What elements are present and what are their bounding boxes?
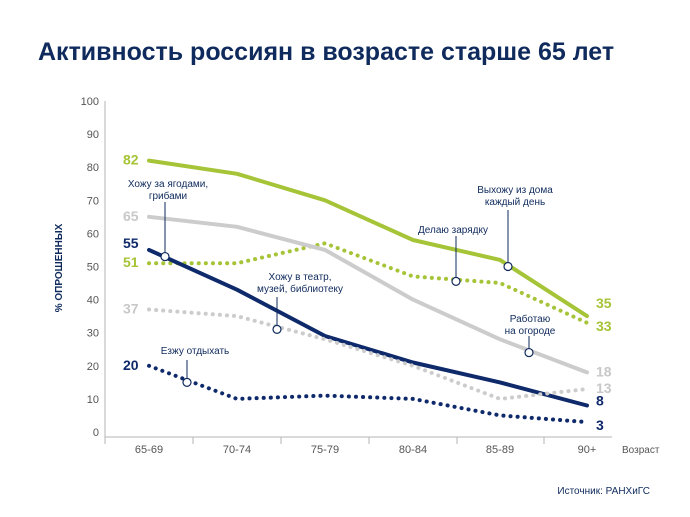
series-end-label: 33	[596, 318, 612, 334]
y-tick-label: 10	[87, 394, 99, 406]
annotation-label: Выхожу из дома каждый день	[477, 185, 553, 208]
page-title: Активность россиян в возрасте старше 65 …	[38, 38, 615, 66]
annotation-marker	[160, 251, 170, 262]
annotation-marker	[182, 377, 192, 387]
series-end-label: 13	[596, 380, 612, 396]
x-tick-label: 90+	[578, 444, 597, 456]
x-tick-label: 75-79	[311, 444, 339, 456]
series-line	[147, 363, 589, 425]
y-tick-label: 20	[87, 361, 99, 373]
series-start-label: 82	[123, 152, 139, 168]
x-axis-label: Возраст	[622, 445, 660, 456]
x-tick-label: 70-74	[223, 444, 251, 456]
series-start-label: 37	[123, 301, 139, 317]
annotation-marker	[524, 347, 534, 358]
series-start-label: 65	[123, 208, 139, 224]
y-axis-label: % ОПРОШЕННЫХ	[54, 223, 65, 312]
annotation-label: Езжу отдыхать	[161, 346, 229, 357]
y-tick-label: 80	[87, 162, 99, 174]
series-line	[147, 247, 589, 408]
series-line	[147, 307, 589, 401]
source-note: Источник: РАНХиГС	[557, 486, 650, 497]
annotation-marker	[503, 261, 513, 272]
annotation-label: Хожу в театр, музей, библиотеку	[257, 272, 343, 295]
series-line	[147, 214, 589, 375]
annotation-marker	[451, 276, 461, 286]
series-start-label: 51	[123, 254, 139, 270]
annotation-label: Работаю на огороде	[505, 313, 556, 337]
y-tick-label: 100	[81, 96, 99, 108]
series-line	[147, 158, 589, 319]
y-tick-label: 0	[93, 427, 99, 439]
x-tick-label: 80-84	[399, 444, 427, 456]
y-tick-label: 90	[87, 129, 99, 141]
x-tick-label: 85-89	[486, 444, 514, 456]
y-tick-label: 70	[87, 195, 99, 207]
y-tick-label: 60	[87, 228, 99, 240]
x-tick-label: 65-69	[135, 444, 163, 456]
annotation-label: Делаю зарядку	[418, 225, 488, 236]
y-tick-label: 40	[87, 295, 99, 307]
series-start-label: 55	[123, 235, 139, 251]
series-end-label: 18	[596, 363, 612, 379]
series-start-label: 20	[123, 357, 139, 373]
y-tick-label: 30	[87, 328, 99, 340]
series-end-label: 8	[596, 393, 604, 409]
annotation-label: Хожу за ягодами, грибами	[128, 179, 208, 202]
series-line	[147, 241, 589, 325]
series-end-label: 35	[596, 295, 612, 311]
y-tick-label: 50	[87, 262, 99, 274]
annotation-marker	[272, 324, 282, 334]
series-end-label: 3	[596, 417, 604, 433]
